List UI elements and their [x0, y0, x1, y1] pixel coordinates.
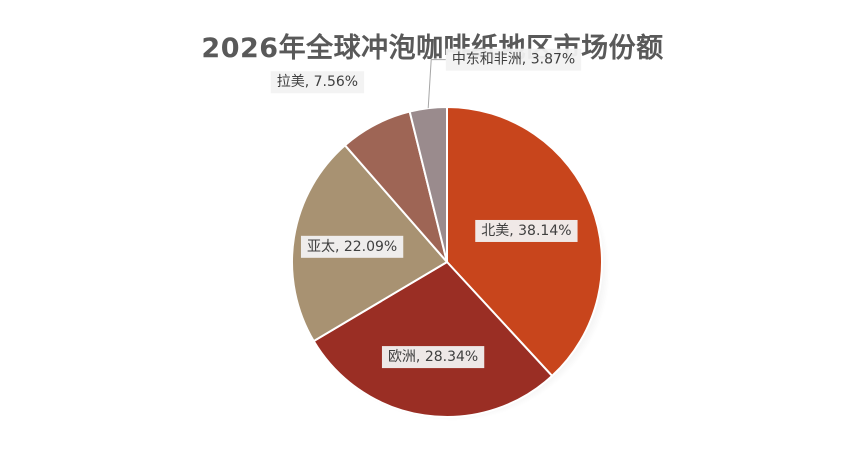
data-label-box-0 — [475, 219, 578, 242]
data-label-3: 拉美, 7.56% — [277, 74, 358, 90]
data-label-box-3 — [270, 71, 365, 94]
pie-slice-1 — [312, 260, 554, 418]
data-label-0: 北美, 38.14% — [481, 223, 571, 239]
data-label-1: 欧洲, 28.34% — [388, 349, 478, 365]
data-label-4: 中东和非洲, 3.87% — [452, 52, 575, 68]
data-label-box-4 — [445, 48, 582, 71]
data-label-box-1 — [381, 346, 485, 369]
chart-title: 2026年全球冲泡咖啡纸地区市场份额 — [201, 33, 664, 64]
leader-line-4 — [427, 59, 446, 109]
data-label-box-2 — [300, 235, 404, 258]
pie-slice-4 — [408, 105, 448, 263]
data-label-2: 亚太, 22.09% — [307, 239, 397, 255]
